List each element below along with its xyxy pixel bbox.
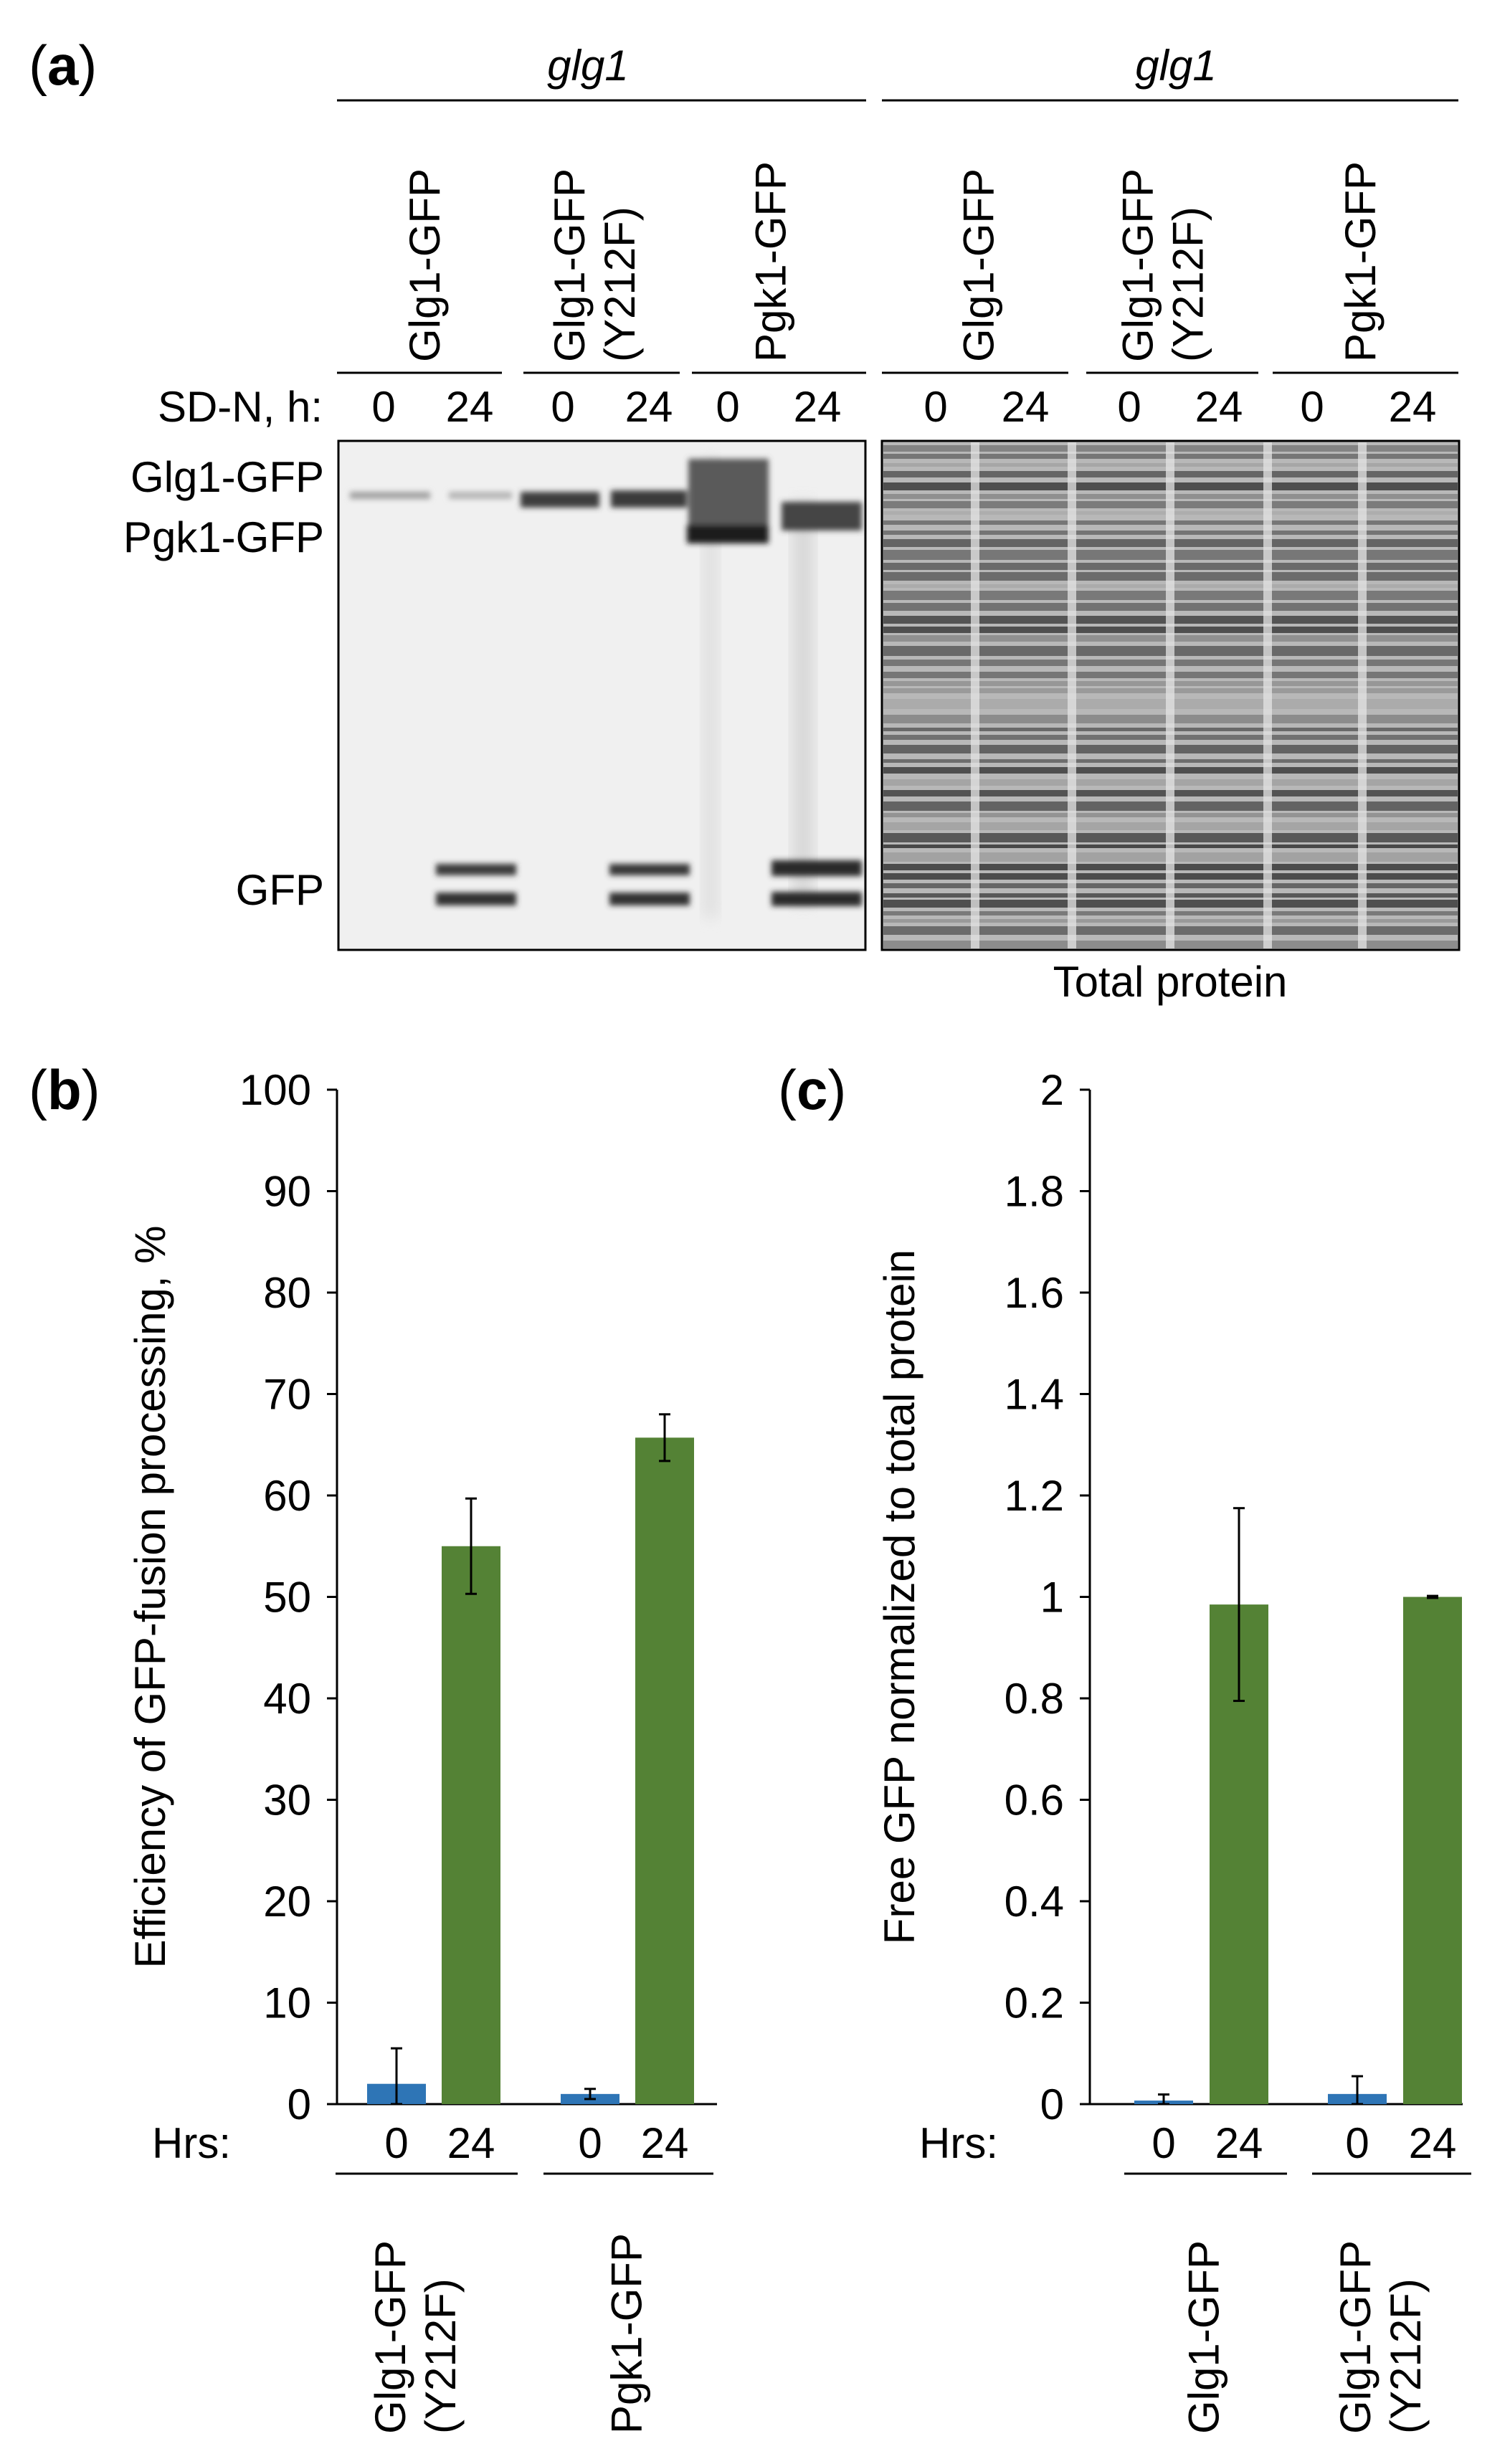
group-label-sub: (Y212F) bbox=[417, 2278, 465, 2434]
x-category-label: 0 bbox=[1152, 2119, 1175, 2167]
y-tick-label: 0.4 bbox=[1005, 1878, 1064, 1926]
lane-group-label: Glg1-GFP bbox=[955, 168, 1003, 362]
y-axis-label: Free GFP normalized to total protein bbox=[875, 1250, 923, 1944]
panel-b-letter: b bbox=[47, 1058, 82, 1121]
lane-time-label: 24 bbox=[794, 383, 842, 431]
y-tick-label: 0.2 bbox=[1005, 1979, 1064, 2027]
chart-efficiency-processing: 0 10 20 30 40 50 60 70 80 90 100 Efficiency of GFP-… bbox=[126, 1066, 717, 2434]
panel-a-letter: a bbox=[47, 34, 79, 97]
y-tick-label: 70 bbox=[263, 1371, 311, 1419]
lane-time-label: 0 bbox=[716, 383, 739, 431]
band-label-pgk1-gfp: Pgk1-GFP bbox=[123, 513, 324, 561]
bar bbox=[1403, 1597, 1462, 2104]
hrs-label: Hrs: bbox=[919, 2119, 998, 2167]
lane-time-label: 0 bbox=[1300, 383, 1324, 431]
lane-group-label: Pgk1-GFP bbox=[1336, 161, 1385, 362]
lane-group-label: Glg1-GFP bbox=[1114, 168, 1162, 362]
lane-time-label: 0 bbox=[1117, 383, 1141, 431]
chart-free-gfp-normalized: 0 0.2 0.4 0.6 0.8 1 1.2 1.4 1.6 1.8 2 Free GFP norm… bbox=[875, 1066, 1471, 2434]
group-label: Glg1-GFP bbox=[366, 2240, 414, 2434]
lane-group-label: Glg1-GFP bbox=[401, 168, 449, 362]
x-category-label: 24 bbox=[641, 2119, 689, 2167]
y-tick-label: 90 bbox=[263, 1168, 311, 1216]
panel-b-label: (b) bbox=[29, 1058, 100, 1121]
x-category-label: 0 bbox=[578, 2119, 602, 2167]
y-tick-label: 80 bbox=[263, 1269, 311, 1317]
bar bbox=[442, 1546, 500, 2104]
y-tick-label: 60 bbox=[263, 1472, 311, 1520]
y-tick-label: 1.8 bbox=[1005, 1168, 1064, 1216]
total-protein-stain-image bbox=[880, 439, 1461, 951]
x-category-label: 24 bbox=[1215, 2119, 1263, 2167]
total-protein-label: Total protein bbox=[1053, 958, 1288, 1006]
lane-group-labels: Glg1-GFP Glg1-GFP (Y212F) Pgk1-GFP Glg1-GFP G… bbox=[401, 161, 1385, 362]
y-tick-label: 0.8 bbox=[1005, 1675, 1064, 1723]
band-label-glg1-gfp: Glg1-GFP bbox=[130, 453, 324, 501]
x-category-label: 0 bbox=[1345, 2119, 1369, 2167]
group-label: Glg1-GFP bbox=[1331, 2240, 1380, 2434]
panel-c-label: (c) bbox=[778, 1058, 846, 1121]
strain-label-right: glg1 bbox=[1135, 42, 1216, 90]
x-category-label: 24 bbox=[447, 2119, 495, 2167]
y-tick-label: 20 bbox=[263, 1878, 311, 1926]
y-tick-label: 100 bbox=[239, 1066, 311, 1114]
panel-b: (b) 0 10 20 30 40 50 60 70 80 90 100 Efficiency of … bbox=[29, 1058, 717, 2434]
hrs-label: Hrs: bbox=[152, 2119, 231, 2167]
x-category-label: 24 bbox=[1409, 2119, 1457, 2167]
strain-label-left: glg1 bbox=[547, 42, 628, 90]
lane-time-label: 24 bbox=[1002, 383, 1050, 431]
panel-a: (a) glg1 glg1 Glg1-GFP Glg1-GFP (Y212F) Pgk… bbox=[29, 34, 1461, 1006]
group-label: Glg1-GFP bbox=[1180, 2240, 1228, 2434]
bar bbox=[635, 1437, 694, 2104]
lane-group-label-sub: (Y212F) bbox=[1164, 206, 1212, 362]
lane-group-label: Glg1-GFP bbox=[546, 168, 594, 362]
lane-time-label: 0 bbox=[923, 383, 947, 431]
y-tick-label: 50 bbox=[263, 1574, 311, 1622]
panel-c: (c) 0 0.2 0.4 0.6 0.8 1 1.2 1.4 1.6 1.8 2 Free GFP … bbox=[778, 1058, 1471, 2434]
western-blot-image bbox=[337, 439, 867, 951]
x-category-label: 0 bbox=[384, 2119, 408, 2167]
panel-a-label: (a) bbox=[29, 34, 97, 97]
y-tick-label: 1.2 bbox=[1005, 1472, 1064, 1520]
lane-time-label: 24 bbox=[446, 383, 494, 431]
y-tick-label: 1.6 bbox=[1005, 1269, 1064, 1317]
lane-time-label: 24 bbox=[1389, 383, 1437, 431]
y-tick-label: 0.6 bbox=[1005, 1776, 1064, 1825]
time-axis-label: SD-N, h: bbox=[158, 383, 323, 431]
lane-group-label: Pgk1-GFP bbox=[747, 161, 795, 362]
lane-time-label: 24 bbox=[625, 383, 673, 431]
lane-time-labels: 0 24 0 24 0 24 0 24 0 24 0 24 bbox=[371, 383, 1436, 431]
lane-time-label: 0 bbox=[371, 383, 395, 431]
lane-time-label: 24 bbox=[1195, 383, 1243, 431]
y-tick-label: 0 bbox=[1040, 2080, 1064, 2128]
y-tick-label: 1 bbox=[1040, 1574, 1064, 1622]
y-tick-label: 1.4 bbox=[1005, 1371, 1064, 1419]
lane-group-label-sub: (Y212F) bbox=[596, 206, 644, 362]
lane-time-label: 0 bbox=[551, 383, 574, 431]
y-tick-label: 10 bbox=[263, 1979, 311, 2027]
y-tick-label: 2 bbox=[1040, 1066, 1064, 1114]
group-label: Pgk1-GFP bbox=[603, 2233, 651, 2434]
panel-c-letter: c bbox=[797, 1058, 827, 1121]
y-axis-label: Efficiency of GFP-fusion processing, % bbox=[126, 1226, 174, 1969]
y-tick-label: 40 bbox=[263, 1675, 311, 1723]
group-label-sub: (Y212F) bbox=[1382, 2278, 1430, 2434]
band-label-gfp: GFP bbox=[236, 866, 324, 914]
y-tick-label: 30 bbox=[263, 1776, 311, 1825]
y-tick-label: 0 bbox=[288, 2080, 311, 2128]
